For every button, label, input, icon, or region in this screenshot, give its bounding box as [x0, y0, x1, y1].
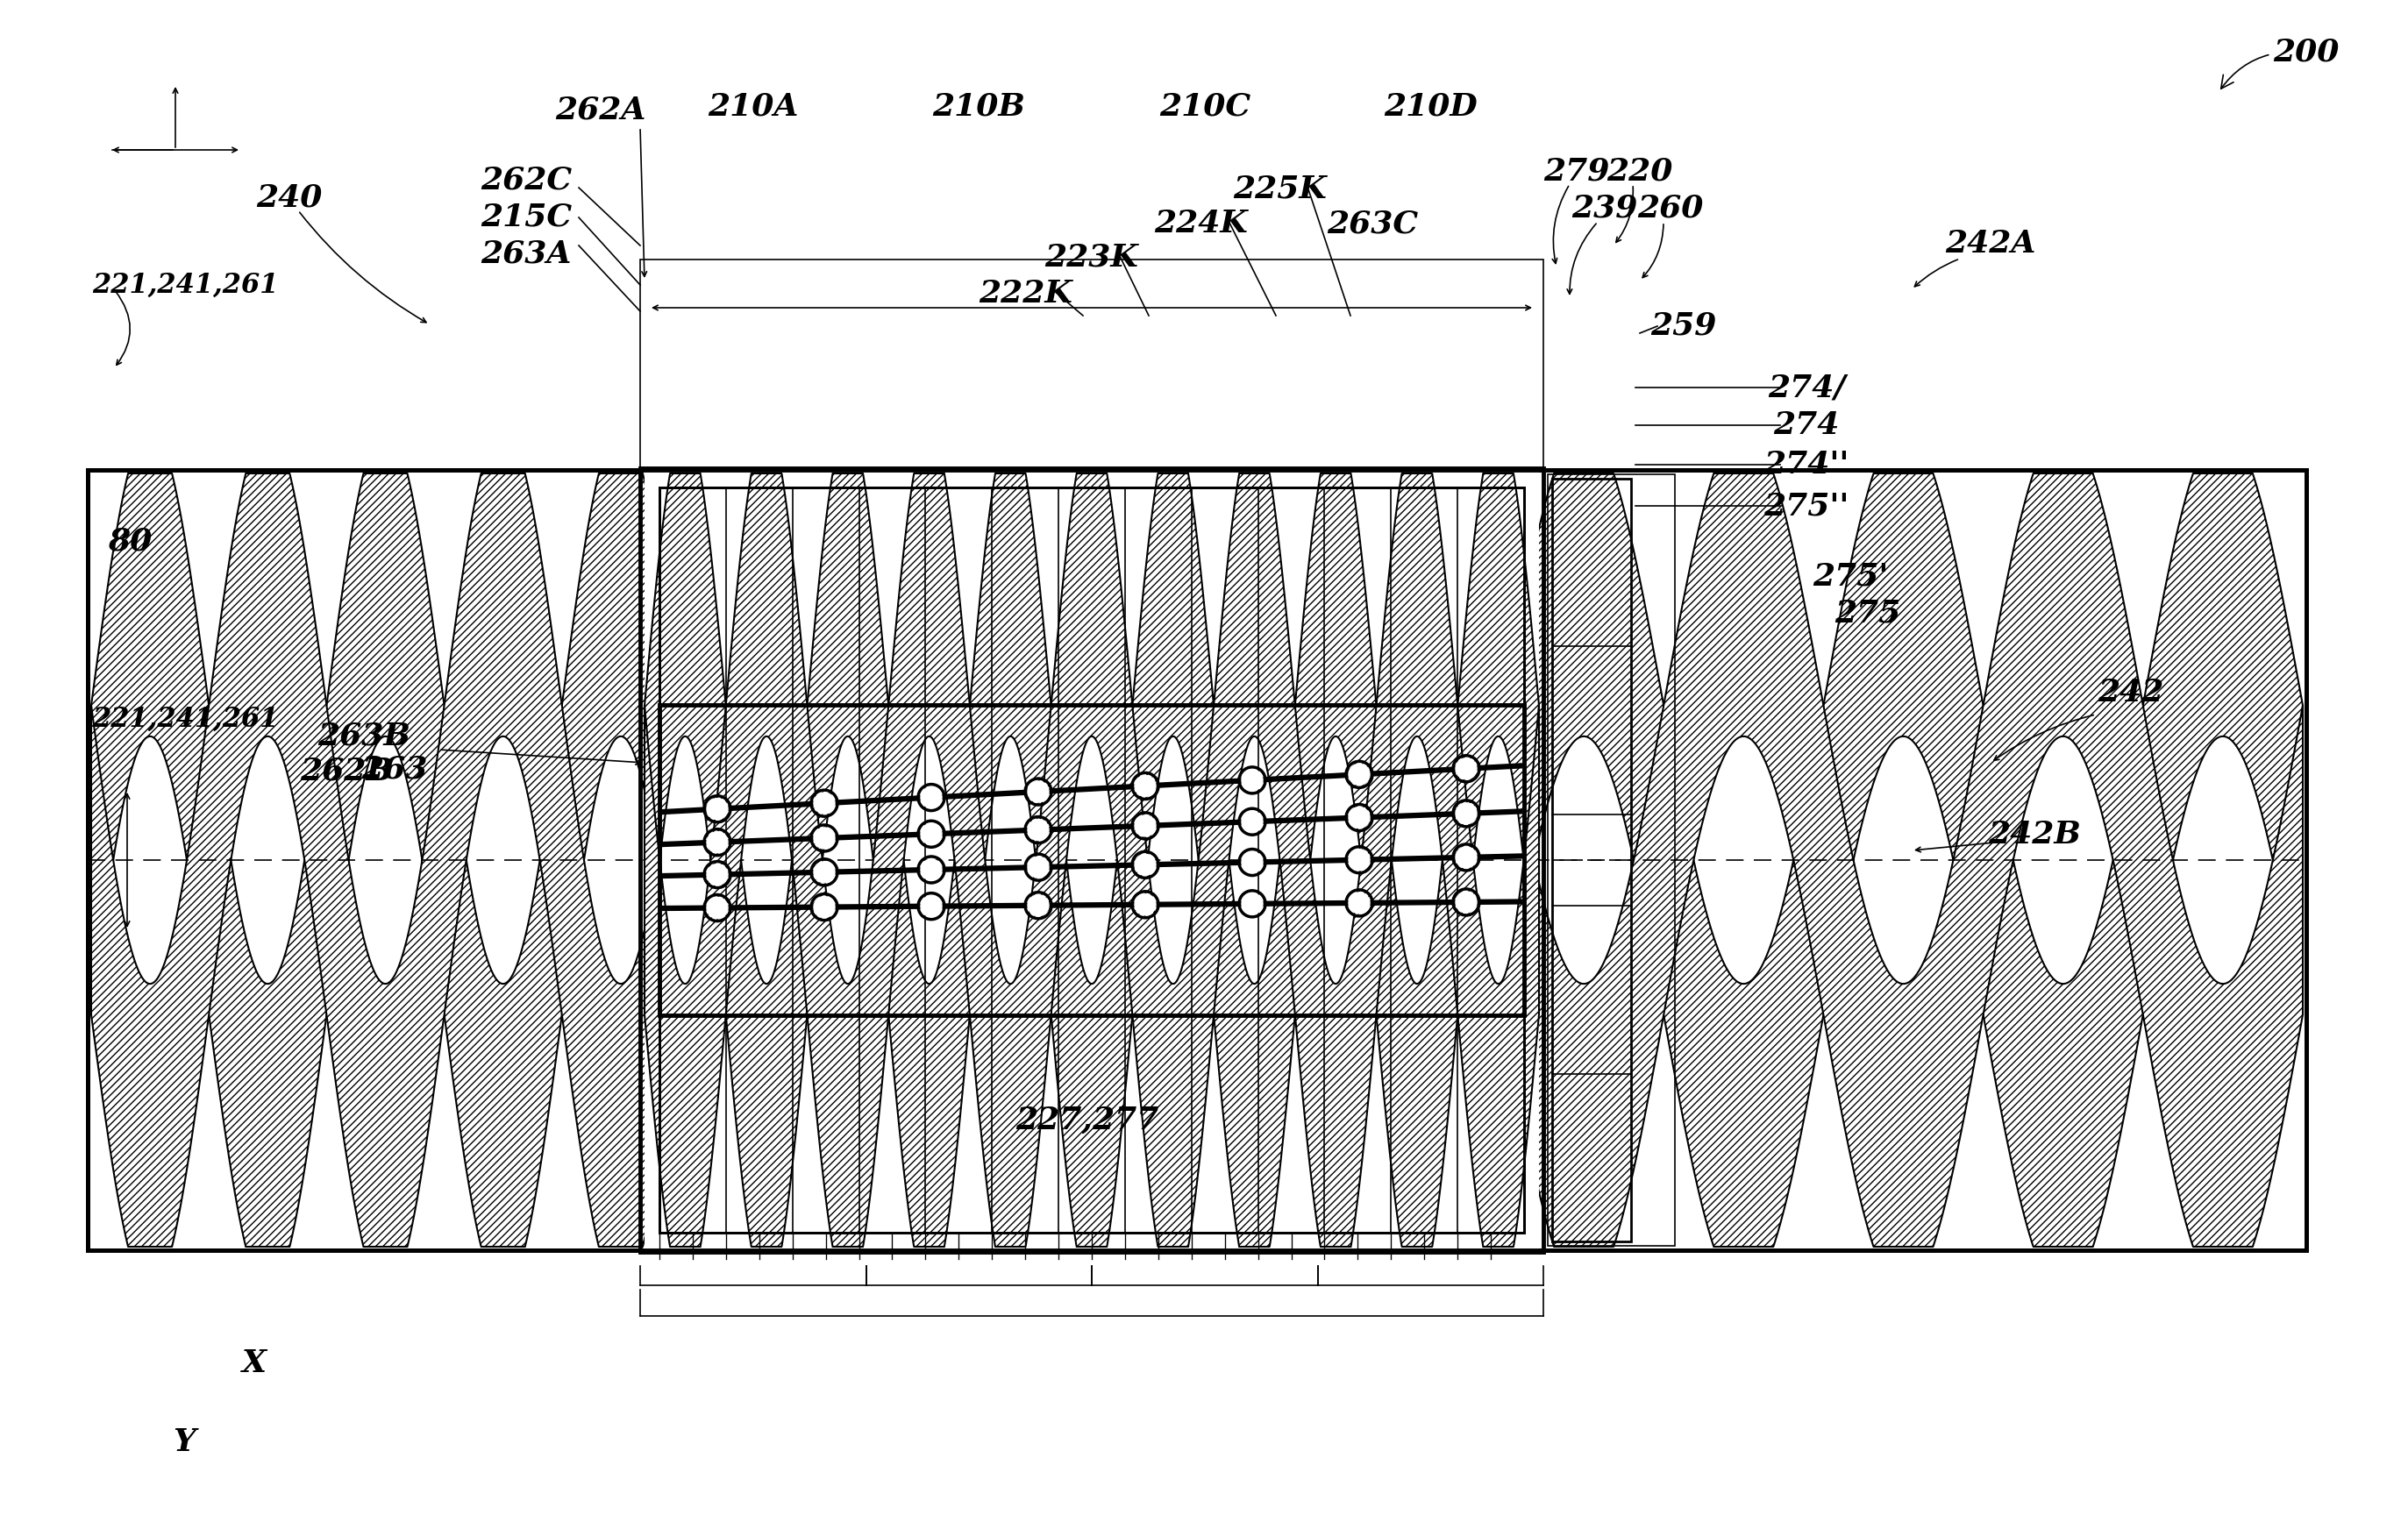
Circle shape [1028, 857, 1050, 878]
Text: 263: 263 [361, 755, 429, 785]
Circle shape [1243, 811, 1262, 833]
Circle shape [1028, 895, 1050, 916]
Text: 242A: 242A [1946, 228, 2035, 259]
Circle shape [708, 864, 727, 886]
Text: 223K: 223K [1045, 242, 1139, 272]
Circle shape [920, 823, 942, 845]
Circle shape [1348, 849, 1370, 871]
Polygon shape [92, 473, 679, 1247]
Circle shape [920, 858, 942, 880]
Bar [641, 260, 1544, 470]
Text: 279: 279 [1544, 157, 1609, 186]
Text: 227,277: 227,277 [1016, 1105, 1158, 1135]
Text: 222K: 222K [980, 279, 1074, 309]
Text: 80: 80 [108, 527, 152, 557]
Text: 275': 275' [1813, 562, 1888, 592]
Circle shape [1243, 852, 1262, 872]
Text: 239: 239 [1572, 193, 1637, 224]
Bar [660, 1015, 1524, 1233]
Bar [660, 705, 1524, 1015]
Circle shape [920, 787, 942, 808]
Text: 262C: 262C [482, 164, 571, 195]
Circle shape [1457, 758, 1476, 779]
Text: 210D: 210D [1385, 91, 1476, 122]
Text: 215C: 215C [482, 202, 571, 233]
Text: 210C: 210C [1158, 91, 1250, 122]
Circle shape [1028, 781, 1050, 802]
Text: 274/: 274/ [1767, 373, 1845, 402]
Text: 260: 260 [1637, 193, 1702, 224]
Text: 220: 220 [1606, 157, 1674, 186]
Text: 263C: 263C [1327, 209, 1418, 239]
Polygon shape [1505, 473, 2302, 1247]
Text: 263A: 263A [482, 239, 571, 269]
Circle shape [1134, 775, 1156, 796]
Circle shape [1243, 893, 1262, 915]
Text: 262A: 262A [556, 94, 645, 125]
Circle shape [1243, 770, 1262, 791]
Text: 263B: 263B [318, 721, 409, 752]
Text: Y: Y [173, 1428, 195, 1457]
Circle shape [1134, 854, 1156, 875]
Text: 210A: 210A [708, 91, 799, 122]
Text: 259: 259 [1649, 310, 1717, 341]
Circle shape [1348, 807, 1370, 828]
Text: 274'': 274'' [1763, 451, 1849, 479]
Bar [660, 487, 1524, 705]
Bar [1548, 475, 1676, 1247]
Bar [641, 469, 1544, 1253]
Circle shape [1457, 846, 1476, 868]
Polygon shape [1505, 473, 2302, 1247]
Circle shape [920, 896, 942, 916]
Circle shape [814, 896, 836, 918]
Text: 221,241,261: 221,241,261 [92, 705, 279, 732]
Bar [660, 487, 1524, 1233]
Circle shape [708, 831, 727, 852]
Text: 221,241,261: 221,241,261 [92, 271, 279, 298]
Text: 242: 242 [2097, 677, 2165, 708]
Circle shape [1348, 892, 1370, 913]
Bar [87, 470, 2307, 1250]
Bar [645, 470, 1539, 1250]
Circle shape [1134, 816, 1156, 836]
Circle shape [814, 793, 836, 814]
Text: 274: 274 [1772, 411, 1840, 440]
Text: 242B: 242B [1989, 820, 2081, 849]
Text: X: X [243, 1348, 267, 1379]
Text: 210B: 210B [932, 91, 1026, 122]
Polygon shape [645, 473, 1539, 1247]
Bar [87, 470, 2307, 1250]
Circle shape [1457, 804, 1476, 823]
Circle shape [814, 828, 836, 849]
Circle shape [1457, 892, 1476, 913]
Circle shape [1134, 893, 1156, 915]
Text: 200: 200 [2220, 38, 2338, 88]
Bar [1553, 479, 1630, 1242]
Polygon shape [645, 473, 1539, 1247]
Circle shape [1028, 819, 1050, 840]
Text: 225K: 225K [1233, 174, 1327, 204]
Polygon shape [92, 473, 679, 1247]
Text: 240: 240 [255, 183, 323, 212]
Text: 275: 275 [1835, 598, 1900, 629]
Text: 224K: 224K [1153, 209, 1247, 239]
Text: 275'': 275'' [1763, 492, 1849, 521]
Circle shape [708, 898, 727, 918]
Circle shape [1348, 764, 1370, 785]
Circle shape [708, 799, 727, 819]
Text: 262B: 262B [301, 756, 393, 787]
Circle shape [814, 861, 836, 883]
